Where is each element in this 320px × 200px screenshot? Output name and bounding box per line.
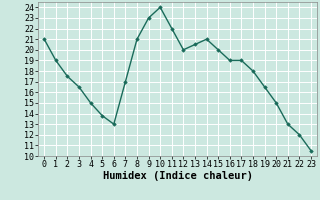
X-axis label: Humidex (Indice chaleur): Humidex (Indice chaleur): [103, 171, 252, 181]
